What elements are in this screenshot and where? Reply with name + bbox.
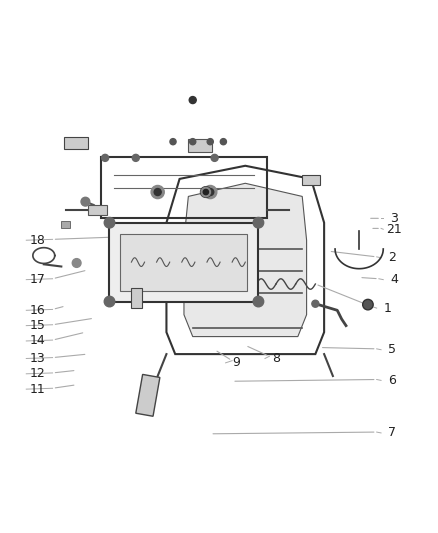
Circle shape	[170, 139, 176, 145]
Text: 7: 7	[388, 426, 396, 439]
Text: 2: 2	[388, 251, 396, 264]
Text: 21: 21	[386, 223, 402, 236]
Text: 18: 18	[29, 233, 45, 247]
Circle shape	[312, 300, 319, 307]
Circle shape	[211, 155, 218, 161]
Circle shape	[207, 189, 214, 196]
Text: 12: 12	[29, 367, 45, 381]
Bar	[64, 137, 88, 149]
Circle shape	[104, 217, 115, 228]
Circle shape	[207, 139, 213, 145]
Text: 11: 11	[29, 383, 45, 395]
Text: 3: 3	[390, 212, 398, 225]
Circle shape	[151, 185, 164, 199]
Bar	[166, 258, 219, 284]
Text: 5: 5	[388, 343, 396, 356]
Text: 15: 15	[29, 319, 45, 332]
Circle shape	[200, 187, 212, 198]
Bar	[88, 205, 107, 215]
Circle shape	[203, 189, 208, 195]
Circle shape	[72, 259, 81, 268]
Circle shape	[363, 300, 373, 310]
Circle shape	[81, 197, 90, 206]
Circle shape	[104, 296, 115, 307]
Text: 4: 4	[390, 273, 398, 286]
Text: 8: 8	[272, 352, 280, 365]
Text: 16: 16	[29, 304, 45, 317]
Text: 13: 13	[29, 352, 45, 365]
Text: 6: 6	[388, 374, 396, 387]
Bar	[101, 157, 267, 219]
Circle shape	[189, 96, 196, 103]
Bar	[131, 288, 142, 308]
Text: 9: 9	[233, 357, 240, 369]
Text: 1: 1	[384, 302, 392, 314]
Circle shape	[204, 185, 217, 199]
Circle shape	[102, 155, 109, 161]
Bar	[302, 174, 320, 185]
Bar	[61, 221, 70, 228]
Circle shape	[154, 189, 161, 196]
Bar	[110, 223, 258, 302]
Bar	[188, 140, 212, 152]
PathPatch shape	[184, 183, 307, 336]
Text: 17: 17	[29, 273, 45, 286]
Bar	[120, 233, 247, 290]
Circle shape	[132, 155, 139, 161]
Circle shape	[190, 139, 196, 145]
Circle shape	[253, 296, 264, 307]
Text: 14: 14	[29, 335, 45, 348]
Circle shape	[253, 217, 264, 228]
Circle shape	[220, 139, 226, 145]
Bar	[136, 374, 160, 416]
